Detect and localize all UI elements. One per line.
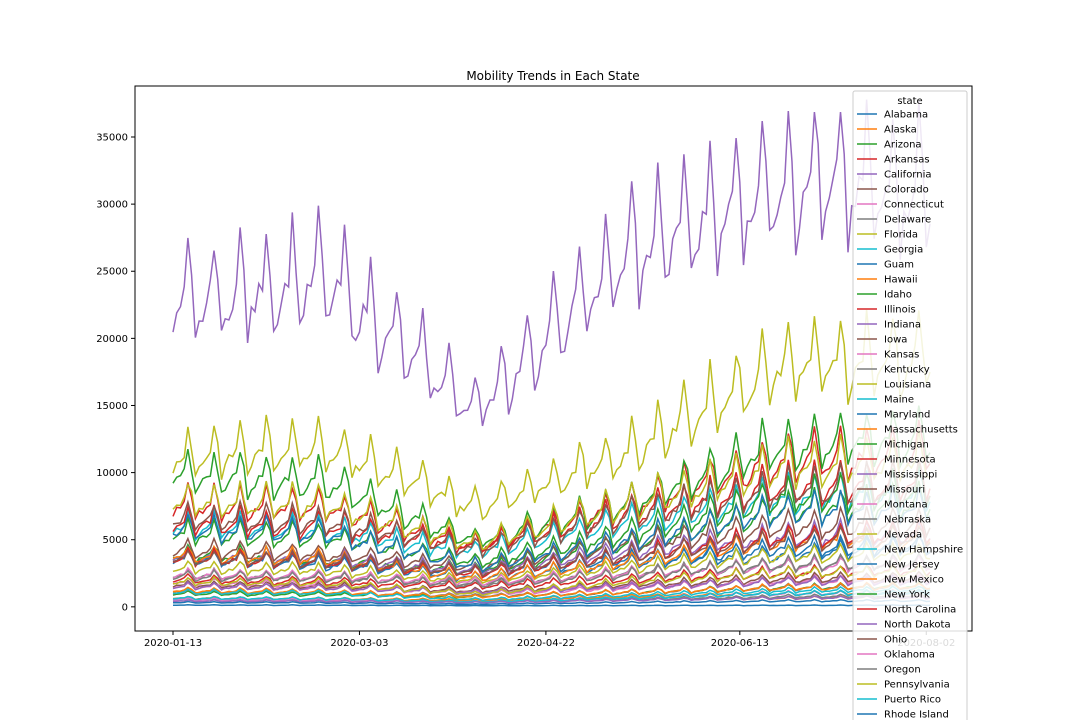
chart-title: Mobility Trends in Each State [466,69,639,83]
legend-entry: Delaware [884,215,931,226]
legend-entry: Arkansas [884,155,930,166]
y-tick-label: 0 [122,602,128,613]
x-axis: 2020-01-13 2020-03-03 2020-04-22 2020-06-13… [144,631,955,649]
legend-entry: Missouri [884,485,925,496]
legend-entry: Pennsylvania [884,680,950,691]
legend-entry: Ohio [884,635,907,646]
legend-title: state [897,96,922,107]
legend-entry: Rhode Island [884,710,949,720]
legend-entry: Louisiana [884,380,931,391]
legend-entry: New Jersey [884,560,940,571]
legend-entry: Guam [884,260,914,271]
x-tick-label: 2020-04-22 [517,638,575,649]
legend-entry: Idaho [884,290,912,301]
legend-entry: Connecticut [884,200,944,211]
y-axis: 0 5000 10000 15000 20000 25000 30000 35000 [96,133,135,613]
legend: state Alabama Alaska Arizona Arkansas Califo… [852,90,968,720]
series-line-new-hampshire [172,589,931,604]
legend-entry: Georgia [884,245,923,256]
series-line-california [172,99,931,427]
legend-entry: New York [884,590,930,601]
x-tick-label: 2020-01-13 [144,638,202,649]
series-line-north-dakota [172,594,931,604]
legend-entry: North Carolina [884,605,956,616]
legend-entry: Maine [884,395,914,406]
legend-entry: Alaska [884,125,917,136]
legend-entry: New Hampshire [884,545,963,556]
legend-entry: Oklahoma [884,650,935,661]
y-tick-label: 30000 [96,200,128,211]
legend-entry: Nebraska [884,515,931,526]
legend-entry: Kansas [884,350,919,361]
series-line-mississippi [172,573,931,595]
legend-entry: North Dakota [884,620,951,631]
series-line-north-carolina [172,458,931,556]
series-line-michigan [172,463,931,570]
series-line-rhode-island [173,598,931,606]
x-tick-label: 2020-03-03 [330,638,388,649]
y-tick-label: 20000 [96,334,128,345]
series-line-ohio [172,459,931,560]
series-line-pennsylvania [172,429,931,551]
y-tick-label: 5000 [103,535,128,546]
legend-entry: New Mexico [884,575,944,586]
y-tick-label: 15000 [96,401,128,412]
legend-entry: Oregon [884,665,921,676]
legend-box [852,90,968,720]
legend-entry: Kentucky [884,365,930,376]
series-line-massachusetts [172,522,931,582]
legend-entry: Michigan [884,440,929,451]
series-line-louisiana [172,540,931,585]
series-line-guam [173,604,931,607]
legend-entry: Mississippi [884,470,937,481]
legend-entry: Hawaii [884,275,918,286]
legend-entry: Montana [884,500,928,511]
legend-entry: Puerto Rico [884,695,941,706]
series-line-florida [172,309,931,521]
y-tick-label: 25000 [96,267,128,278]
legend-entry: Illinois [884,305,916,316]
y-tick-label: 35000 [96,133,128,144]
series-line-missouri [172,522,931,578]
legend-entry: Alabama [884,110,928,121]
series-line-nevada [172,563,931,597]
legend-entry: Nevada [884,530,922,541]
series-line-puerto-rico [172,585,931,602]
legend-entry: Indiana [884,320,921,331]
plot-frame [134,85,973,632]
y-tick-label: 10000 [96,468,128,479]
legend-entry: Massachusetts [884,425,958,436]
legend-entry: Colorado [884,185,929,196]
legend-entry: Arizona [884,140,922,151]
legend-entry: Maryland [884,410,930,421]
legend-entry: California [884,170,932,181]
series-line-oregon [172,551,930,588]
legend-entry: Iowa [884,335,907,346]
x-tick-label: 2020-06-13 [711,638,769,649]
legend-entry: Minnesota [884,455,936,466]
legend-entry: Florida [884,230,918,241]
series-lines [172,99,931,607]
